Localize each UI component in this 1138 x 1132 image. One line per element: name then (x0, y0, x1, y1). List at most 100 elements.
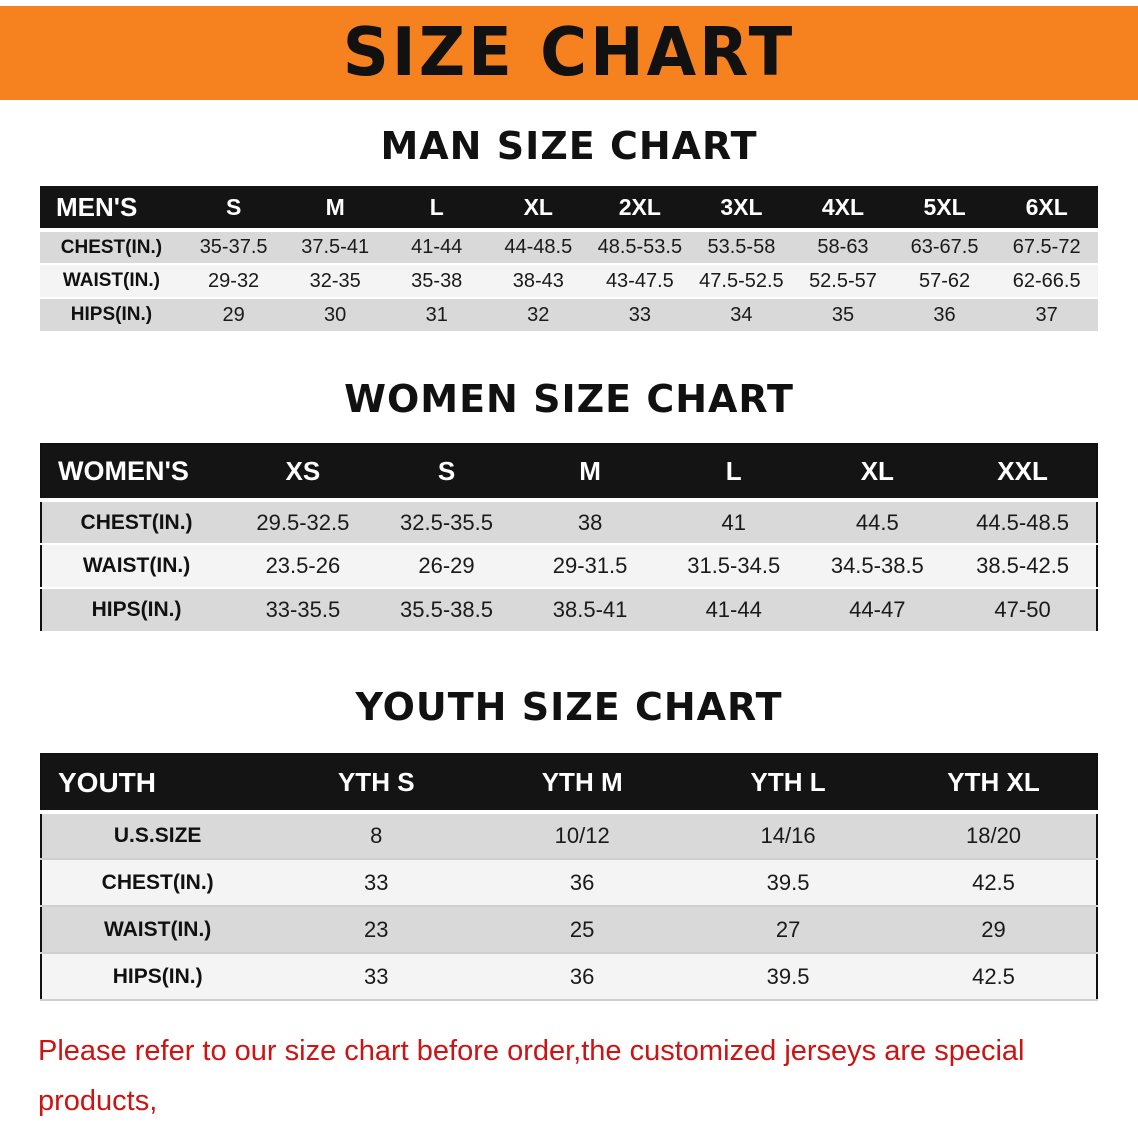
table-row: U.S.SIZE 8 10/12 14/16 18/20 (41, 812, 1097, 860)
value-cell: 44-48.5 (487, 230, 590, 265)
value-cell: 33 (273, 859, 480, 907)
value-cell: 57-62 (893, 264, 996, 299)
value-cell: 48.5-53.5 (589, 230, 691, 265)
value-cell: 32.5-35.5 (374, 500, 519, 545)
youth-table-title: YOUTH (41, 754, 274, 814)
size-header-cell: S (374, 444, 519, 502)
row-label: WAIST(IN.) (40, 264, 183, 299)
value-cell: 29-31.5 (518, 544, 662, 589)
value-cell: 63-67.5 (893, 230, 996, 265)
size-header-cell: XL (487, 186, 590, 232)
value-cell: 32-35 (284, 264, 386, 299)
value-cell: 52.5-57 (792, 264, 894, 299)
table-row: HIPS(IN.) 29 30 31 32 33 34 35 36 37 (40, 298, 1098, 333)
value-cell: 26-29 (374, 544, 519, 589)
size-header-cell: YTH S (273, 754, 480, 814)
row-label: CHEST(IN.) (41, 859, 274, 907)
value-cell: 67.5-72 (995, 230, 1098, 265)
value-cell: 31.5-34.5 (661, 544, 806, 589)
value-cell: 29 (182, 298, 285, 333)
page-title: SIZE CHART (342, 14, 796, 92)
row-label: HIPS(IN.) (41, 588, 232, 633)
value-cell: 33 (273, 953, 480, 1001)
table-row: CHEST(IN.) 35-37.5 37.5-41 41-44 44-48.5… (40, 230, 1098, 265)
value-cell: 41 (661, 500, 806, 545)
value-cell: 44-47 (805, 588, 950, 633)
row-label: WAIST(IN.) (41, 906, 274, 954)
row-label: WAIST(IN.) (41, 544, 232, 589)
value-cell: 10/12 (479, 812, 686, 860)
men-size-table: MEN'S S M L XL 2XL 3XL 4XL 5XL 6XL CHEST… (40, 186, 1098, 333)
value-cell: 14/16 (685, 812, 892, 860)
table-row: CHEST(IN.) 33 36 39.5 42.5 (41, 859, 1097, 907)
table-row: HIPS(IN.) 33 36 39.5 42.5 (41, 953, 1097, 1001)
value-cell: 23 (273, 906, 480, 954)
row-label: HIPS(IN.) (41, 953, 274, 1001)
size-header-cell: XXL (949, 444, 1097, 502)
women-header-row: WOMEN'S XS S M L XL XXL (41, 444, 1097, 502)
value-cell: 44.5-48.5 (949, 500, 1097, 545)
value-cell: 30 (284, 298, 386, 333)
value-cell: 41-44 (385, 230, 488, 265)
women-heading: WOMEN SIZE CHART (344, 377, 794, 421)
notice-line-2: we don't accept cancel, change, teturn o… (38, 1127, 1100, 1132)
value-cell: 42.5 (891, 953, 1097, 1001)
value-cell: 62-66.5 (995, 264, 1098, 299)
value-cell: 8 (273, 812, 480, 860)
value-cell: 58-63 (792, 230, 894, 265)
value-cell: 36 (479, 953, 686, 1001)
banner: SIZE CHART (0, 6, 1138, 100)
value-cell: 18/20 (891, 812, 1097, 860)
size-header-cell: YTH L (685, 754, 892, 814)
value-cell: 37.5-41 (284, 230, 386, 265)
value-cell: 43-47.5 (589, 264, 691, 299)
value-cell: 41-44 (661, 588, 806, 633)
size-header-cell: YTH XL (891, 754, 1097, 814)
value-cell: 38.5-41 (518, 588, 662, 633)
value-cell: 39.5 (685, 859, 892, 907)
size-header-cell: S (182, 186, 285, 232)
men-section: MAN SIZE CHART MEN'S S M L XL 2XL 3XL 4X… (0, 124, 1138, 333)
men-heading: MAN SIZE CHART (380, 124, 758, 168)
size-header-cell: 6XL (995, 186, 1098, 232)
value-cell: 35-38 (385, 264, 488, 299)
women-section: WOMEN SIZE CHART WOMEN'S XS S M L XL XXL (0, 377, 1138, 633)
row-label: HIPS(IN.) (40, 298, 183, 333)
value-cell: 23.5-26 (231, 544, 375, 589)
value-cell: 29 (891, 906, 1097, 954)
size-header-cell: L (385, 186, 488, 232)
size-header-cell: YTH M (479, 754, 686, 814)
table-row: CHEST(IN.) 29.5-32.5 32.5-35.5 38 41 44.… (41, 500, 1097, 545)
value-cell: 38.5-42.5 (949, 544, 1097, 589)
size-header-cell: XS (231, 444, 375, 502)
women-size-table: WOMEN'S XS S M L XL XXL CHEST(IN.) 29.5-… (40, 443, 1098, 633)
table-row: WAIST(IN.) 29-32 32-35 35-38 38-43 43-47… (40, 264, 1098, 299)
value-cell: 39.5 (685, 953, 892, 1001)
row-label: CHEST(IN.) (40, 230, 183, 265)
row-label: CHEST(IN.) (41, 500, 232, 545)
size-header-cell: M (284, 186, 386, 232)
value-cell: 47-50 (949, 588, 1097, 633)
value-cell: 34.5-38.5 (805, 544, 950, 589)
value-cell: 35.5-38.5 (374, 588, 519, 633)
size-header-cell: XL (805, 444, 950, 502)
value-cell: 36 (893, 298, 996, 333)
value-cell: 38-43 (487, 264, 590, 299)
size-header-cell: 5XL (893, 186, 996, 232)
size-header-cell: M (518, 444, 662, 502)
value-cell: 27 (685, 906, 892, 954)
notice-line-1: Please refer to our size chart before or… (38, 1035, 1025, 1117)
value-cell: 53.5-58 (690, 230, 793, 265)
value-cell: 34 (690, 298, 793, 333)
value-cell: 42.5 (891, 859, 1097, 907)
size-header-cell: 3XL (690, 186, 793, 232)
table-row: HIPS(IN.) 33-35.5 35.5-38.5 38.5-41 41-4… (41, 588, 1097, 633)
value-cell: 38 (518, 500, 662, 545)
value-cell: 33 (589, 298, 691, 333)
value-cell: 37 (995, 298, 1098, 333)
youth-size-table: YOUTH YTH S YTH M YTH L YTH XL U.S.SIZE … (40, 753, 1098, 1001)
youth-heading: YOUTH SIZE CHART (355, 685, 783, 729)
youth-header-row: YOUTH YTH S YTH M YTH L YTH XL (41, 754, 1097, 814)
table-row: WAIST(IN.) 23 25 27 29 (41, 906, 1097, 954)
value-cell: 44.5 (805, 500, 950, 545)
